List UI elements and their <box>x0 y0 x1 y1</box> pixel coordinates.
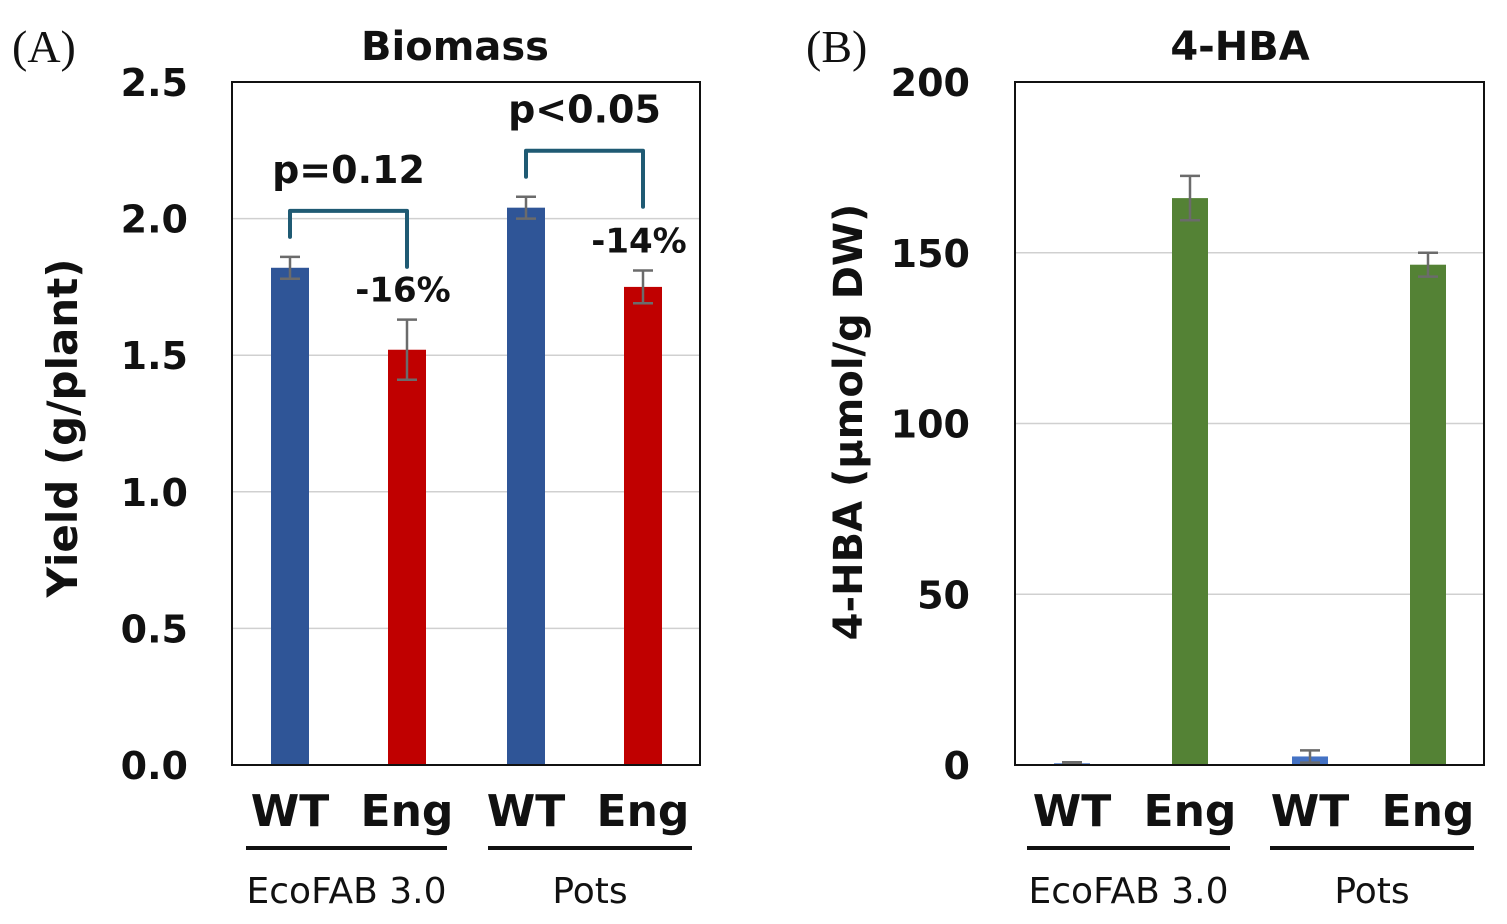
panel-a-y-axis-label: Yield (g/plant) <box>38 259 87 599</box>
y-tick-label: 0.0 <box>121 744 188 788</box>
error-bar <box>280 255 300 280</box>
panel-b-plot-frame <box>1014 81 1485 766</box>
significance-bracket <box>288 208 409 269</box>
y-tick-label: 0.5 <box>121 607 188 651</box>
category-label: WT <box>487 786 566 837</box>
panel-a-label: (A) <box>12 21 76 72</box>
panel-b-gridlines <box>1015 252 1484 595</box>
bar-eng-1 <box>388 349 426 765</box>
bar-data-label: -16% <box>355 271 451 311</box>
panel-a-bars <box>271 207 662 765</box>
p-value-label: p=0.12 <box>272 148 425 192</box>
panel-b-group-labels: EcoFAB 3.0 Pots <box>1027 846 1474 912</box>
panel-a-gridlines <box>232 217 700 630</box>
bar-eng-1 <box>1172 198 1208 766</box>
group-label: Pots <box>552 871 627 912</box>
y-tick-label: 1.0 <box>121 471 188 515</box>
bar-wt-2 <box>507 207 545 765</box>
error-bar <box>1418 251 1438 278</box>
category-label: Eng <box>597 786 690 837</box>
panel-b-error-bars <box>1062 174 1438 766</box>
category-label: WT <box>251 786 330 837</box>
panel-a-plot-frame <box>231 81 701 766</box>
panel-a-y-ticks: 0.0 0.5 1.0 1.5 2.0 2.5 <box>121 61 188 788</box>
panel-b-y-axis-label: 4-HBA (μmol/g DW) <box>826 204 872 641</box>
y-tick-label: 2.5 <box>121 61 188 105</box>
panel-b: (B) 4-HBA 4-HBA (μmol/g DW) 0 50 100 150 200… <box>806 21 1485 912</box>
y-tick-label: 150 <box>891 232 970 276</box>
panel-b-title: 4-HBA <box>1170 24 1309 70</box>
panel-a-group-labels: EcoFAB 3.0 Pots <box>246 846 692 912</box>
error-bar <box>397 318 417 382</box>
panel-a-error-bars <box>280 195 653 382</box>
y-tick-label: 200 <box>891 61 970 105</box>
panel-a-significance-brackets: p=0.12 p<0.05 <box>272 88 661 269</box>
bar-eng-3 <box>1410 264 1446 765</box>
category-label: Eng <box>1382 786 1475 837</box>
category-label: Eng <box>361 786 454 837</box>
p-value-label: p<0.05 <box>508 88 661 132</box>
y-tick-label: 2.0 <box>121 198 188 242</box>
bar-data-label: -14% <box>591 222 687 262</box>
panel-b-bars <box>1054 198 1446 766</box>
panel-b-y-ticks: 0 50 100 150 200 <box>891 61 970 788</box>
panel-a-bar-labels: -16% -14% <box>355 222 687 311</box>
panel-a-category-labels: WT Eng WT Eng <box>251 786 690 837</box>
category-label: Eng <box>1144 786 1237 837</box>
y-tick-label: 1.5 <box>121 334 188 378</box>
category-label: WT <box>1033 786 1112 837</box>
group-label: Pots <box>1334 871 1409 912</box>
bar-eng-3 <box>624 286 662 765</box>
error-bar <box>1300 749 1320 764</box>
y-tick-label: 50 <box>917 573 970 617</box>
panel-a-title: Biomass <box>361 24 549 70</box>
panel-b-label: (B) <box>806 21 867 72</box>
bar-wt-0 <box>271 267 309 765</box>
y-tick-label: 100 <box>891 403 970 447</box>
group-label: EcoFAB 3.0 <box>1029 871 1229 912</box>
category-label: WT <box>1271 786 1350 837</box>
panel-b-category-labels: WT Eng WT Eng <box>1033 786 1475 837</box>
error-bar <box>516 195 536 220</box>
group-label: EcoFAB 3.0 <box>247 871 447 912</box>
panel-a: (A) Biomass Yield (g/plant) 0.0 0.5 1.0 1.5… <box>12 21 701 912</box>
error-bar <box>1180 174 1200 222</box>
significance-bracket <box>524 148 645 209</box>
y-tick-label: 0 <box>944 744 970 788</box>
error-bar <box>633 269 653 305</box>
